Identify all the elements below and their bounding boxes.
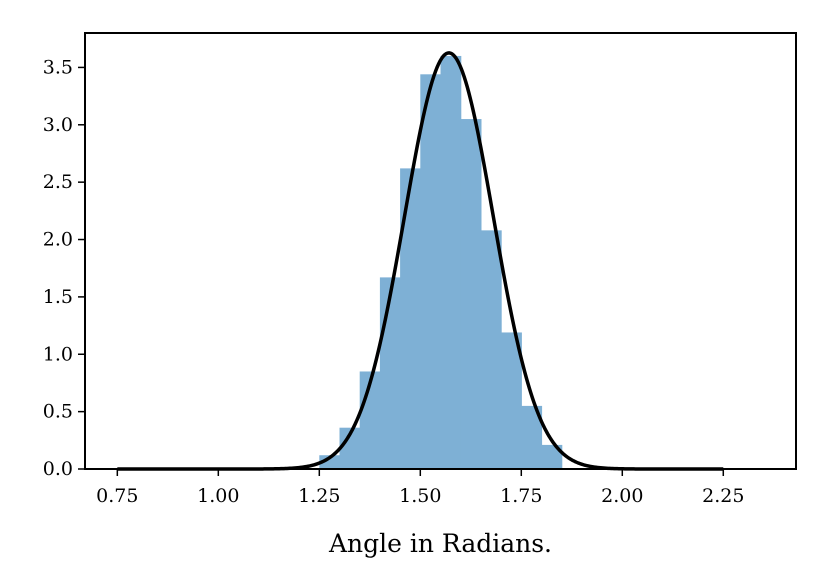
- y-tick-label: 3.0: [43, 114, 73, 136]
- histogram-bar: [541, 444, 563, 469]
- histogram-bars: [319, 55, 563, 470]
- x-tick-label: 1.00: [197, 485, 239, 507]
- y-tick-label: 0.0: [43, 458, 73, 480]
- x-axis: 0.75 1.00 1.25 1.50 1.75 2.00 2.25: [96, 469, 744, 507]
- x-tick-label: 1.25: [298, 485, 340, 507]
- y-tick-label: 0.5: [43, 401, 73, 423]
- y-tick-label: 1.0: [43, 343, 73, 365]
- x-tick-label: 2.25: [702, 485, 744, 507]
- histogram-bar: [501, 332, 522, 469]
- histogram-bar: [521, 405, 543, 469]
- histogram-bar: [379, 277, 401, 469]
- x-tick-label: 1.75: [500, 485, 542, 507]
- histogram-bar: [460, 119, 482, 469]
- y-tick-label: 3.5: [43, 56, 73, 78]
- histogram-bar: [339, 427, 361, 469]
- plot-frame: [84, 32, 797, 470]
- histogram-bar: [480, 230, 502, 469]
- histogram-bar: [400, 168, 421, 470]
- histogram-bar: [319, 455, 341, 469]
- x-tick-label: 2.00: [601, 485, 643, 507]
- y-tick-label: 2.5: [43, 171, 73, 193]
- y-tick-label: 2.0: [43, 229, 73, 251]
- histogram-bar: [440, 55, 462, 470]
- x-tick-label: 1.50: [399, 485, 441, 507]
- histogram-bar: [420, 74, 442, 469]
- x-axis-title: Angle in Radians.: [328, 529, 552, 558]
- y-tick-label: 1.5: [43, 286, 73, 308]
- y-axis: 0.0 0.5 1.0 1.5 2.0 2.5 3.0 3.5: [43, 56, 85, 480]
- x-tick-label: 0.75: [96, 485, 138, 507]
